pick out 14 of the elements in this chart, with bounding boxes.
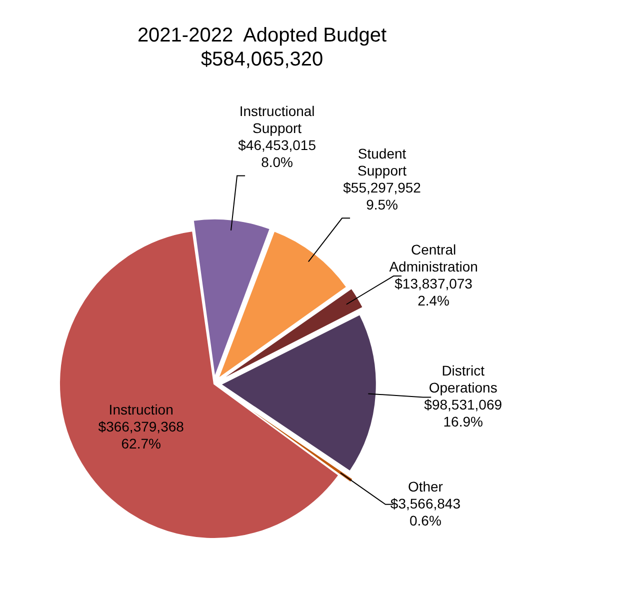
data-label: $13,837,073 2.4%: [394, 275, 473, 308]
slice-label: District Operations: [428, 362, 498, 396]
chart-title: 2021-2022 Adopted Budget: [137, 24, 387, 47]
data-label: $46,453,015 8.0%: [238, 137, 316, 170]
slice-label: Instructional Support: [239, 103, 315, 136]
chart-subtitle: $584,065,320: [200, 48, 324, 71]
slice-label: Student Support: [358, 146, 407, 179]
slice-label: Instruction: [108, 402, 174, 418]
slice-label: Other: [408, 478, 444, 494]
data-label: $366,379,368 62.7%: [98, 418, 184, 452]
data-label: $98,531,069 16.9%: [424, 396, 502, 430]
data-label: $3,566,843 0.6%: [390, 495, 461, 528]
data-label: $55,297,952 9.5%: [343, 180, 422, 213]
slice-label: Central Administration: [389, 241, 478, 274]
